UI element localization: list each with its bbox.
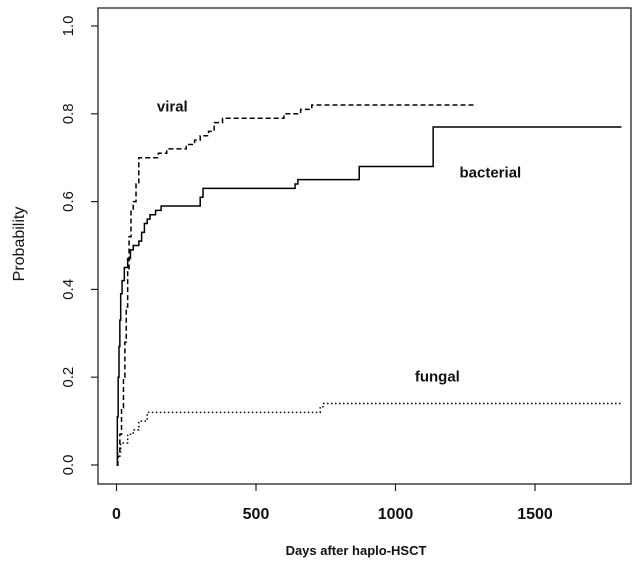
x-axis-title: Days after haplo-HSCT: [286, 543, 427, 558]
y-axis-title: Probability: [11, 207, 28, 282]
x-tick-label: 1500: [517, 506, 553, 523]
axes: 0.0 0.2 0.4 0.6 0.8 1.0 0 500 1000 1500: [60, 7, 632, 523]
y-tick-label: 0.0: [60, 455, 77, 476]
y-tick-label: 0.4: [60, 279, 77, 300]
annotation-bacterial: bacterial: [460, 164, 522, 181]
series-line-bacterial: [116, 126, 622, 466]
y-tick-label: 0.8: [60, 103, 77, 124]
x-tick-label: 1000: [378, 506, 414, 523]
series-lines: [116, 104, 622, 466]
annotations: viral bacterial fungal: [157, 99, 521, 386]
y-tick-label: 1.0: [60, 16, 77, 37]
series-line-viral: [116, 104, 477, 466]
annotation-viral: viral: [157, 99, 188, 116]
x-tick-label: 0: [112, 506, 121, 523]
y-tick-label: 0.6: [60, 191, 77, 212]
annotation-fungal: fungal: [415, 369, 460, 386]
y-tick-label: 0.2: [60, 367, 77, 388]
series-line-fungal: [116, 402, 622, 466]
plot-frame: [97, 7, 632, 485]
x-tick-label: 500: [243, 506, 270, 523]
